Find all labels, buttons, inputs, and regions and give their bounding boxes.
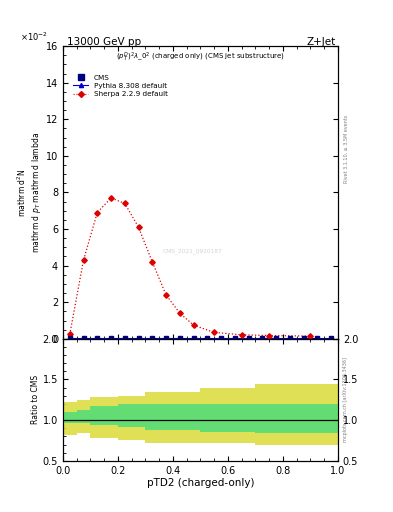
Text: CMS_2021_IJ920187: CMS_2021_IJ920187 xyxy=(162,248,222,254)
Legend: CMS, Pythia 8.308 default, Sherpa 2.2.9 default: CMS, Pythia 8.308 default, Sherpa 2.2.9 … xyxy=(72,73,169,98)
Text: mcplots.cern.ch [arXiv:1306.3436]: mcplots.cern.ch [arXiv:1306.3436] xyxy=(343,357,349,442)
Text: Rivet 3.1.10, ≥ 3.5M events: Rivet 3.1.10, ≥ 3.5M events xyxy=(343,114,349,183)
Text: Z+Jet: Z+Jet xyxy=(307,37,336,47)
Text: $\times10^{-2}$: $\times10^{-2}$ xyxy=(20,31,48,43)
Y-axis label: mathrm d$^2$N
mathrm d $p_T$ mathrm d lambda: mathrm d$^2$N mathrm d $p_T$ mathrm d la… xyxy=(16,132,43,253)
Y-axis label: Ratio to CMS: Ratio to CMS xyxy=(31,375,40,424)
Text: $(p_T^D)^2\lambda\_0^2$ (charged only) (CMS jet substructure): $(p_T^D)^2\lambda\_0^2$ (charged only) (… xyxy=(116,51,285,64)
X-axis label: pTD2 (charged-only): pTD2 (charged-only) xyxy=(147,478,254,488)
Text: 13000 GeV pp: 13000 GeV pp xyxy=(67,37,141,47)
